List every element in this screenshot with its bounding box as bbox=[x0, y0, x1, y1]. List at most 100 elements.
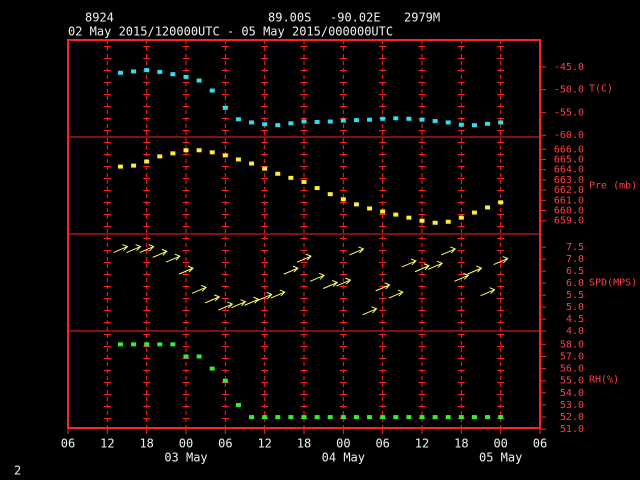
x-tick-label: 18 bbox=[454, 437, 468, 451]
data-point bbox=[498, 120, 504, 125]
wind-arrow bbox=[388, 289, 404, 299]
x-tick-label: 06 bbox=[218, 437, 232, 451]
data-point bbox=[117, 164, 123, 169]
data-point bbox=[432, 119, 438, 124]
series-label: T(C) bbox=[589, 84, 613, 95]
y-tick-label: -60.0 bbox=[554, 130, 584, 141]
x-tick-label: 12 bbox=[415, 437, 429, 451]
series-label: Pre (mb) bbox=[589, 181, 637, 192]
data-point bbox=[235, 117, 241, 122]
date-label: 04 May bbox=[322, 451, 365, 465]
data-point bbox=[157, 154, 163, 159]
latitude: 89.00S bbox=[268, 11, 311, 25]
data-point bbox=[183, 74, 189, 79]
wind-arrow bbox=[454, 272, 470, 282]
data-point bbox=[262, 415, 268, 420]
data-point bbox=[353, 118, 359, 123]
wind-arrow bbox=[401, 258, 417, 268]
wind-arrow bbox=[191, 284, 208, 294]
wind-arrow bbox=[414, 263, 430, 273]
y-tick-label: 7.5 bbox=[566, 242, 584, 253]
x-tick-label: 12 bbox=[257, 437, 271, 451]
data-point bbox=[380, 415, 386, 420]
data-point bbox=[288, 415, 294, 420]
data-point bbox=[367, 117, 373, 122]
data-point bbox=[249, 415, 255, 420]
data-point bbox=[498, 415, 504, 420]
wind-arrow bbox=[441, 246, 457, 256]
y-tick-label: 52.0 bbox=[560, 412, 584, 423]
data-point bbox=[393, 415, 399, 420]
data-point bbox=[196, 354, 202, 359]
data-point bbox=[235, 157, 241, 162]
x-tick-label: 06 bbox=[533, 437, 547, 451]
data-point bbox=[288, 121, 294, 126]
data-point bbox=[170, 72, 176, 77]
data-point bbox=[157, 69, 163, 74]
data-point bbox=[419, 415, 425, 420]
data-point bbox=[117, 342, 123, 347]
data-point bbox=[485, 121, 491, 126]
y-tick-label: -45.0 bbox=[554, 62, 584, 73]
series-label: RH(%) bbox=[589, 375, 619, 386]
y-tick-label: 53.0 bbox=[560, 400, 584, 411]
wind-arrow bbox=[152, 248, 168, 258]
data-point bbox=[249, 161, 255, 166]
data-point bbox=[314, 415, 320, 420]
data-point bbox=[327, 119, 333, 124]
wind-arrow bbox=[362, 306, 378, 316]
data-point bbox=[498, 200, 504, 205]
data-point bbox=[235, 402, 241, 407]
data-point bbox=[432, 415, 438, 420]
data-point bbox=[353, 415, 359, 420]
data-point bbox=[406, 415, 412, 420]
data-point bbox=[301, 179, 307, 184]
y-tick-label: 664.0 bbox=[554, 165, 584, 176]
data-point bbox=[288, 175, 294, 180]
wind-arrow bbox=[218, 301, 234, 311]
data-point bbox=[485, 205, 491, 210]
date-label: 05 May bbox=[479, 451, 522, 465]
data-point bbox=[170, 342, 176, 347]
data-point bbox=[393, 212, 399, 217]
longitude: -90.02E bbox=[330, 11, 381, 25]
x-tick-label: 00 bbox=[336, 437, 350, 451]
data-point bbox=[406, 116, 412, 121]
data-point bbox=[458, 415, 464, 420]
elevation: 2979M bbox=[404, 11, 440, 25]
wind-arrow bbox=[427, 260, 444, 270]
data-point bbox=[471, 123, 477, 128]
data-point bbox=[131, 69, 137, 74]
wind-arrow bbox=[493, 256, 509, 266]
wind-arrow bbox=[480, 287, 496, 297]
wind-arrow bbox=[467, 265, 483, 275]
y-tick-label: 661.0 bbox=[554, 195, 584, 206]
data-point bbox=[327, 415, 333, 420]
data-point bbox=[301, 415, 307, 420]
y-tick-label: 51.0 bbox=[560, 424, 584, 435]
wind-arrow bbox=[283, 265, 299, 275]
y-tick-label: 7.0 bbox=[566, 254, 584, 265]
y-tick-label: 58.0 bbox=[560, 339, 584, 350]
data-point bbox=[445, 415, 451, 420]
x-tick-label: 00 bbox=[493, 437, 507, 451]
y-tick-label: 665.0 bbox=[554, 154, 584, 165]
station-id: 8924 bbox=[85, 11, 114, 25]
data-point bbox=[209, 366, 215, 371]
data-point bbox=[471, 210, 477, 215]
wind-arrow bbox=[126, 244, 142, 254]
data-point bbox=[262, 122, 268, 127]
y-tick-label: 4.5 bbox=[566, 314, 584, 325]
x-tick-label: 06 bbox=[61, 437, 75, 451]
y-tick-label: 57.0 bbox=[560, 351, 584, 362]
wind-arrow bbox=[244, 296, 260, 306]
data-point bbox=[144, 68, 150, 73]
y-tick-label: 6.5 bbox=[566, 266, 584, 277]
y-tick-label: 56.0 bbox=[560, 364, 584, 375]
x-tick-label: 12 bbox=[100, 437, 114, 451]
data-point bbox=[183, 354, 189, 359]
data-point bbox=[262, 166, 268, 171]
frame bbox=[67, 39, 541, 429]
x-tick-label: 18 bbox=[139, 437, 153, 451]
